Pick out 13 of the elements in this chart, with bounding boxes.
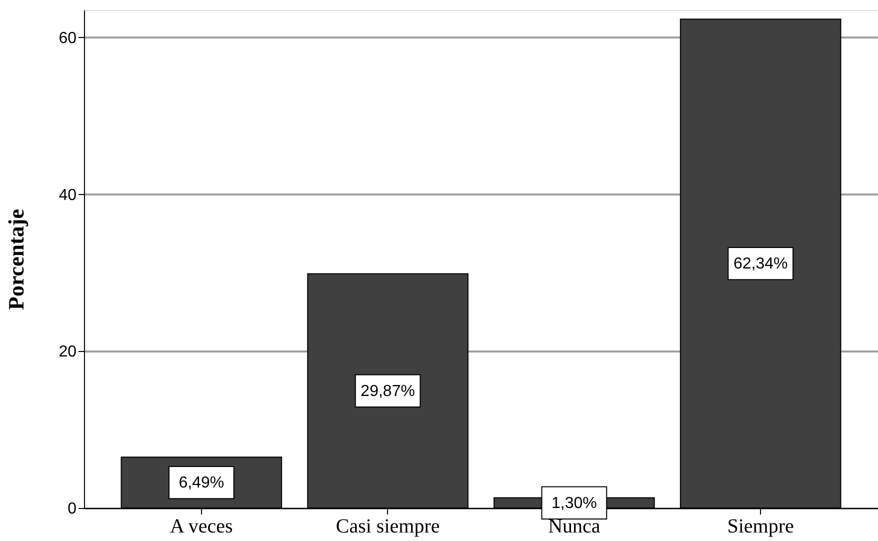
x-tick-label: Casi siempre (336, 516, 440, 538)
y-axis-title: Porcentaje (4, 208, 29, 310)
y-tick-label: 20 (58, 344, 77, 361)
y-tick-label: 60 (58, 30, 77, 47)
x-tick-label: Nunca (548, 516, 600, 538)
x-tick-label: A veces (170, 516, 234, 538)
x-tick-label: Siempre (727, 516, 794, 538)
y-tick-label: 40 (58, 186, 77, 204)
data-label: 29,87% (360, 382, 415, 400)
data-label: 62,34% (733, 256, 788, 273)
data-label: 6,49% (178, 474, 224, 492)
y-tick-label: 0 (68, 500, 77, 518)
data-label: 1,30% (552, 494, 597, 512)
